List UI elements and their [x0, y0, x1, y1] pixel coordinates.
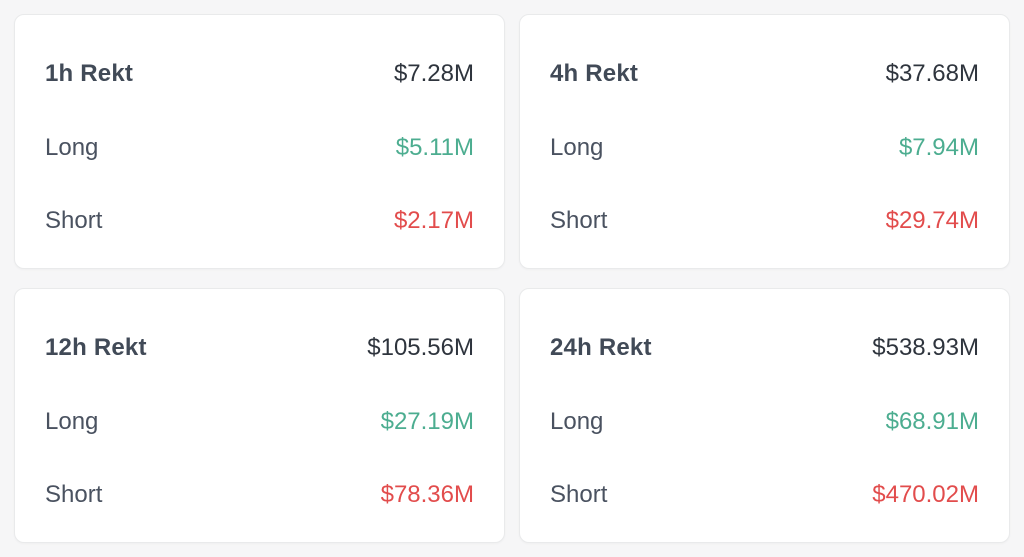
card-title: 1h Rekt [45, 60, 134, 87]
short-label: Short [45, 207, 103, 234]
long-label: Long [550, 133, 604, 161]
card-total-value: $538.93M [872, 334, 979, 361]
card-header-row: 12h Rekt $105.56M [45, 333, 474, 363]
short-row: Short $470.02M [550, 480, 979, 510]
card-total-value: $105.56M [367, 334, 474, 361]
long-row: Long $27.19M [45, 407, 474, 437]
rekt-card-24h: 24h Rekt $538.93M Long $68.91M Short $47… [519, 288, 1010, 543]
rekt-card-4h: 4h Rekt $37.68M Long $7.94M Short $29.74… [519, 14, 1010, 269]
long-value: $7.94M [898, 133, 979, 161]
short-value: $470.02M [872, 481, 979, 508]
short-row: Short $2.17M [45, 206, 474, 236]
card-header-row: 24h Rekt $538.93M [550, 333, 979, 363]
card-total-value: $37.68M [885, 60, 979, 87]
short-value: $2.17M [393, 207, 474, 234]
rekt-card-1h: 1h Rekt $7.28M Long $5.11M Short $2.17M [14, 14, 505, 269]
card-title: 24h Rekt [550, 334, 652, 361]
long-row: Long $7.94M [550, 133, 979, 163]
short-label: Short [45, 481, 103, 508]
long-value: $27.19M [380, 407, 474, 435]
long-label: Long [45, 133, 99, 161]
long-row: Long $5.11M [45, 133, 474, 163]
rekt-card-12h: 12h Rekt $105.56M Long $27.19M Short $78… [14, 288, 505, 543]
card-header-row: 4h Rekt $37.68M [550, 59, 979, 89]
short-value: $29.74M [885, 207, 979, 234]
long-label: Long [550, 407, 604, 435]
card-header-row: 1h Rekt $7.28M [45, 59, 474, 89]
short-row: Short $29.74M [550, 206, 979, 236]
long-value: $5.11M [395, 133, 474, 161]
long-row: Long $68.91M [550, 407, 979, 437]
card-title: 12h Rekt [45, 334, 147, 361]
card-title: 4h Rekt [550, 60, 639, 87]
short-label: Short [550, 481, 608, 508]
long-value: $68.91M [885, 407, 979, 435]
short-value: $78.36M [380, 481, 474, 508]
card-total-value: $7.28M [393, 60, 474, 87]
short-row: Short $78.36M [45, 480, 474, 510]
short-label: Short [550, 207, 608, 234]
long-label: Long [45, 407, 99, 435]
